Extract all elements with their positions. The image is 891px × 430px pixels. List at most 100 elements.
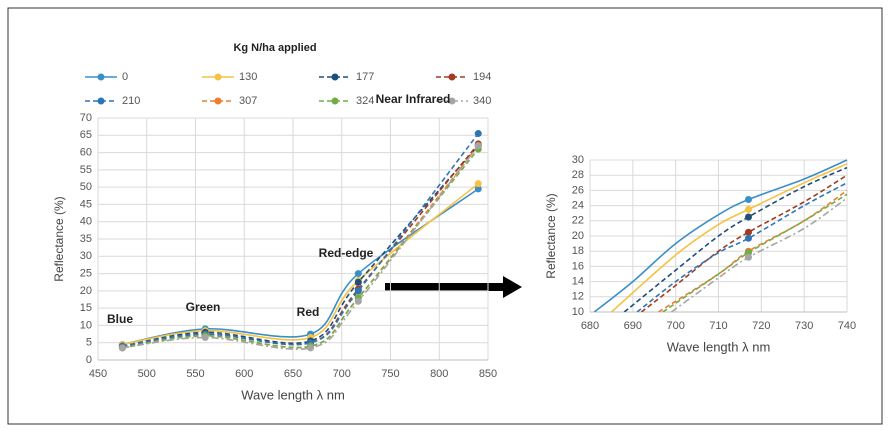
- point: [474, 180, 482, 188]
- series-line: [640, 174, 848, 312]
- y-tick-label: 70: [80, 112, 92, 124]
- point: [118, 344, 126, 352]
- x-tick-label: 740: [838, 320, 856, 332]
- x-tick-label: 450: [89, 368, 107, 380]
- legend-marker: [448, 73, 456, 81]
- x-tick-label: 690: [624, 320, 642, 332]
- y-tick-label: 40: [80, 216, 92, 228]
- legend-marker: [331, 73, 339, 81]
- y-tick-label: 25: [80, 267, 92, 279]
- point: [354, 278, 362, 286]
- legend-marker: [214, 73, 222, 81]
- y-tick-label: 26: [572, 184, 584, 196]
- series-line: [122, 133, 479, 347]
- y-tick-label: 12: [572, 291, 584, 303]
- point: [744, 205, 752, 213]
- annotation: Green: [186, 300, 221, 314]
- y-tick-label: 14: [572, 276, 584, 288]
- legend-marker: [97, 73, 105, 81]
- y-tick-label: 22: [572, 215, 584, 227]
- legend-marker: [331, 97, 339, 105]
- legend-marker: [448, 97, 456, 105]
- y-axis-label: Reflectance (%): [544, 193, 558, 278]
- point: [744, 234, 752, 242]
- y-tick-label: 65: [80, 129, 92, 141]
- plot: [118, 130, 482, 352]
- series-line: [610, 163, 848, 312]
- legend-title: Kg N/ha applied: [233, 42, 316, 54]
- point: [744, 228, 752, 236]
- y-tick-label: 30: [80, 250, 92, 262]
- point: [744, 196, 752, 204]
- series-line: [122, 145, 479, 351]
- annotation: Red-edge: [319, 246, 374, 260]
- x-tick-label: 700: [333, 368, 351, 380]
- y-tick-label: 50: [80, 181, 92, 193]
- point: [307, 344, 315, 352]
- x-tick-label: 730: [795, 320, 813, 332]
- legend-label: 194: [473, 71, 491, 83]
- y-axis-label: Reflectance (%): [52, 196, 66, 281]
- y-tick-label: 45: [80, 198, 92, 210]
- y-tick-label: 10: [80, 319, 92, 331]
- series-line: [670, 197, 848, 312]
- legend-label: 340: [473, 95, 491, 107]
- y-tick-label: 0: [86, 354, 92, 366]
- y-tick-label: 16: [572, 260, 584, 272]
- x-axis-label: Wave length λ nm: [241, 387, 345, 402]
- x-tick-label: 720: [752, 320, 770, 332]
- series-line: [662, 193, 848, 312]
- legend-label: 210: [122, 95, 140, 107]
- y-tick-label: 28: [572, 169, 584, 181]
- y-tick-label: 20: [572, 230, 584, 242]
- x-tick-label: 850: [479, 368, 497, 380]
- x-tick-label: 600: [235, 368, 253, 380]
- legend-label: 177: [356, 71, 374, 83]
- x-tick-label: 550: [186, 368, 204, 380]
- frame: [7, 7, 883, 425]
- legend-label: 324: [356, 95, 374, 107]
- y-tick-label: 55: [80, 164, 92, 176]
- point: [474, 185, 482, 193]
- y-tick-label: 20: [80, 285, 92, 297]
- series-line: [122, 145, 479, 347]
- legend-label: 307: [239, 95, 257, 107]
- x-tick-label: 680: [581, 320, 599, 332]
- x-tick-label: 800: [430, 368, 448, 380]
- y-tick-label: 24: [572, 200, 584, 212]
- series-line: [122, 188, 479, 346]
- point: [744, 213, 752, 221]
- x-tick-label: 700: [666, 320, 684, 332]
- y-tick-label: 60: [80, 146, 92, 158]
- x-tick-label: 500: [138, 368, 156, 380]
- point: [354, 297, 362, 305]
- y-tick-label: 5: [86, 337, 92, 349]
- point: [474, 130, 482, 138]
- annotation: Blue: [107, 312, 133, 326]
- legend-marker: [214, 97, 222, 105]
- legend-label: 0: [122, 71, 128, 83]
- x-tick-label: 710: [709, 320, 727, 332]
- y-tick-label: 18: [572, 245, 584, 257]
- legend-marker: [97, 97, 105, 105]
- series-line: [593, 159, 848, 312]
- series-line: [636, 182, 848, 312]
- annotation: Near Infrared: [376, 92, 451, 106]
- point: [354, 287, 362, 295]
- plot: [593, 159, 848, 312]
- point: [354, 270, 362, 278]
- y-tick-label: 30: [572, 154, 584, 166]
- series-line: [623, 166, 848, 312]
- x-tick-label: 750: [381, 368, 399, 380]
- point: [474, 142, 482, 150]
- point: [744, 253, 752, 261]
- y-tick-label: 35: [80, 233, 92, 245]
- y-tick-label: 10: [572, 306, 584, 318]
- y-tick-label: 15: [80, 302, 92, 314]
- arrow-head: [503, 276, 522, 298]
- point: [201, 334, 209, 342]
- x-tick-label: 650: [284, 368, 302, 380]
- x-axis-label: Wave length λ nm: [667, 339, 771, 354]
- legend-label: 130: [239, 71, 257, 83]
